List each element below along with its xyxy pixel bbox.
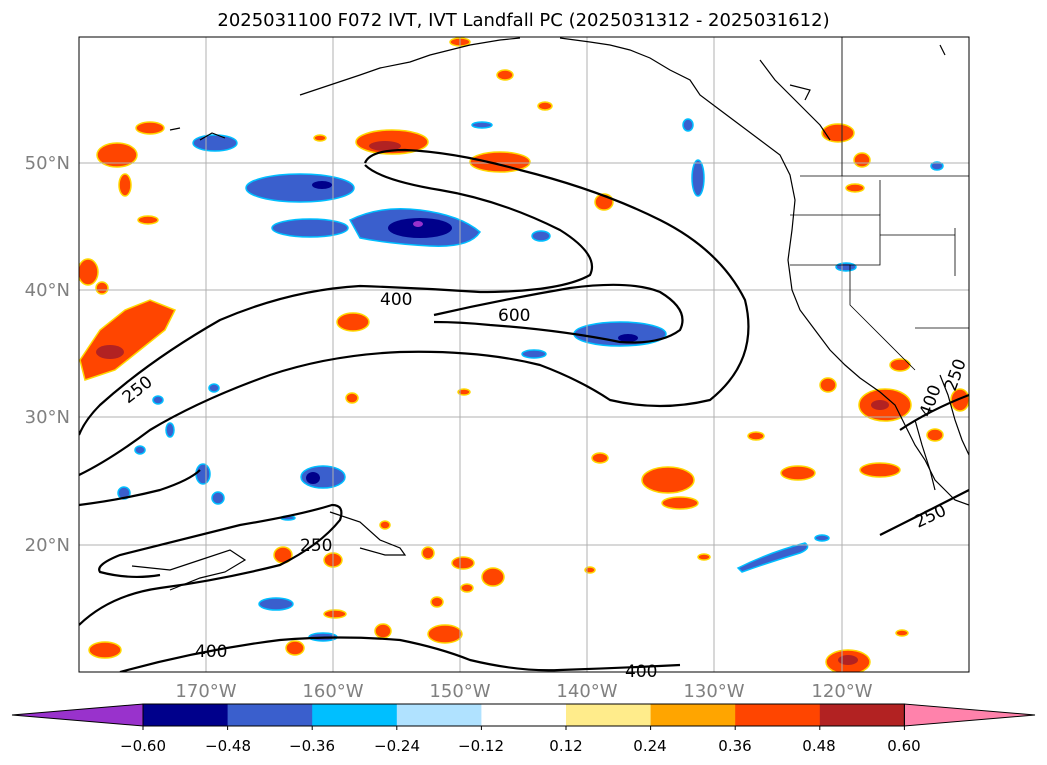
colorbar-bin [143, 704, 229, 726]
colorbar-tick-label: 0.24 [633, 737, 666, 755]
colorbar-bin [650, 704, 736, 726]
contour-label: 250 [941, 356, 971, 393]
contour-label: 600 [498, 306, 530, 326]
colorbar-extend-high [903, 703, 1036, 727]
ivt-contours [79, 148, 969, 672]
lat-tick-label: 20°N [25, 535, 70, 556]
coastlines [131, 37, 969, 591]
colorbar-bin [312, 704, 398, 726]
lon-tick-label: 150°W [429, 681, 490, 702]
colorbar-bin [566, 704, 652, 726]
colorbar-tick-label: −0.12 [458, 737, 504, 755]
pc-shading [79, 37, 969, 672]
lon-tick-label: 120°W [811, 681, 872, 702]
colorbar-tick-label: 0.36 [718, 737, 751, 755]
colorbar-tick-label: 0.60 [887, 737, 920, 755]
lon-tick-label: 160°W [302, 681, 363, 702]
colorbar-tick-label: −0.60 [120, 737, 166, 755]
longitude-labels: 170°W 160°W 150°W 140°W 130°W 120°W [175, 681, 872, 702]
lon-tick-label: 170°W [175, 681, 236, 702]
contour-label: 250 [300, 536, 332, 556]
colorbar-bin [396, 704, 482, 726]
contour-label-group: 250 400 600 400 250 400 400 250 250 [119, 290, 971, 682]
contour-label: 250 [912, 501, 950, 533]
colorbar-bin [735, 704, 821, 726]
lon-tick-label: 140°W [556, 681, 617, 702]
colorbar-bin [819, 704, 905, 726]
colorbar-ticks: −0.60 −0.48 −0.36 −0.24 −0.12 0.12 0.24 … [120, 737, 921, 755]
contour-label: 250 [119, 372, 157, 408]
contour-label: 400 [195, 642, 227, 662]
map-frame [78, 36, 970, 673]
colorbar-tick-label: −0.36 [289, 737, 335, 755]
colorbar-tick-label: 0.12 [549, 737, 582, 755]
lat-tick-label: 30°N [25, 407, 70, 428]
borders [790, 37, 969, 371]
colorbar-tick-label: −0.24 [374, 737, 420, 755]
colorbar-tick-label: 0.48 [802, 737, 835, 755]
latitude-labels: 50°N 40°N 30°N 20°N [25, 153, 70, 556]
lat-tick-label: 40°N [25, 280, 70, 301]
colorbar-tick-label: −0.48 [205, 737, 251, 755]
colorbar-outline [142, 703, 905, 727]
colorbar-bin [227, 704, 313, 726]
colorbar-bin [481, 704, 567, 726]
contour-label: 400 [380, 290, 412, 310]
colorbar-extend-low [11, 703, 144, 727]
colorbar [11, 703, 1036, 730]
lat-tick-label: 50°N [25, 153, 70, 174]
map-title: 2025031100 F072 IVT, IVT Landfall PC (20… [217, 10, 830, 31]
lon-tick-label: 130°W [683, 681, 744, 702]
